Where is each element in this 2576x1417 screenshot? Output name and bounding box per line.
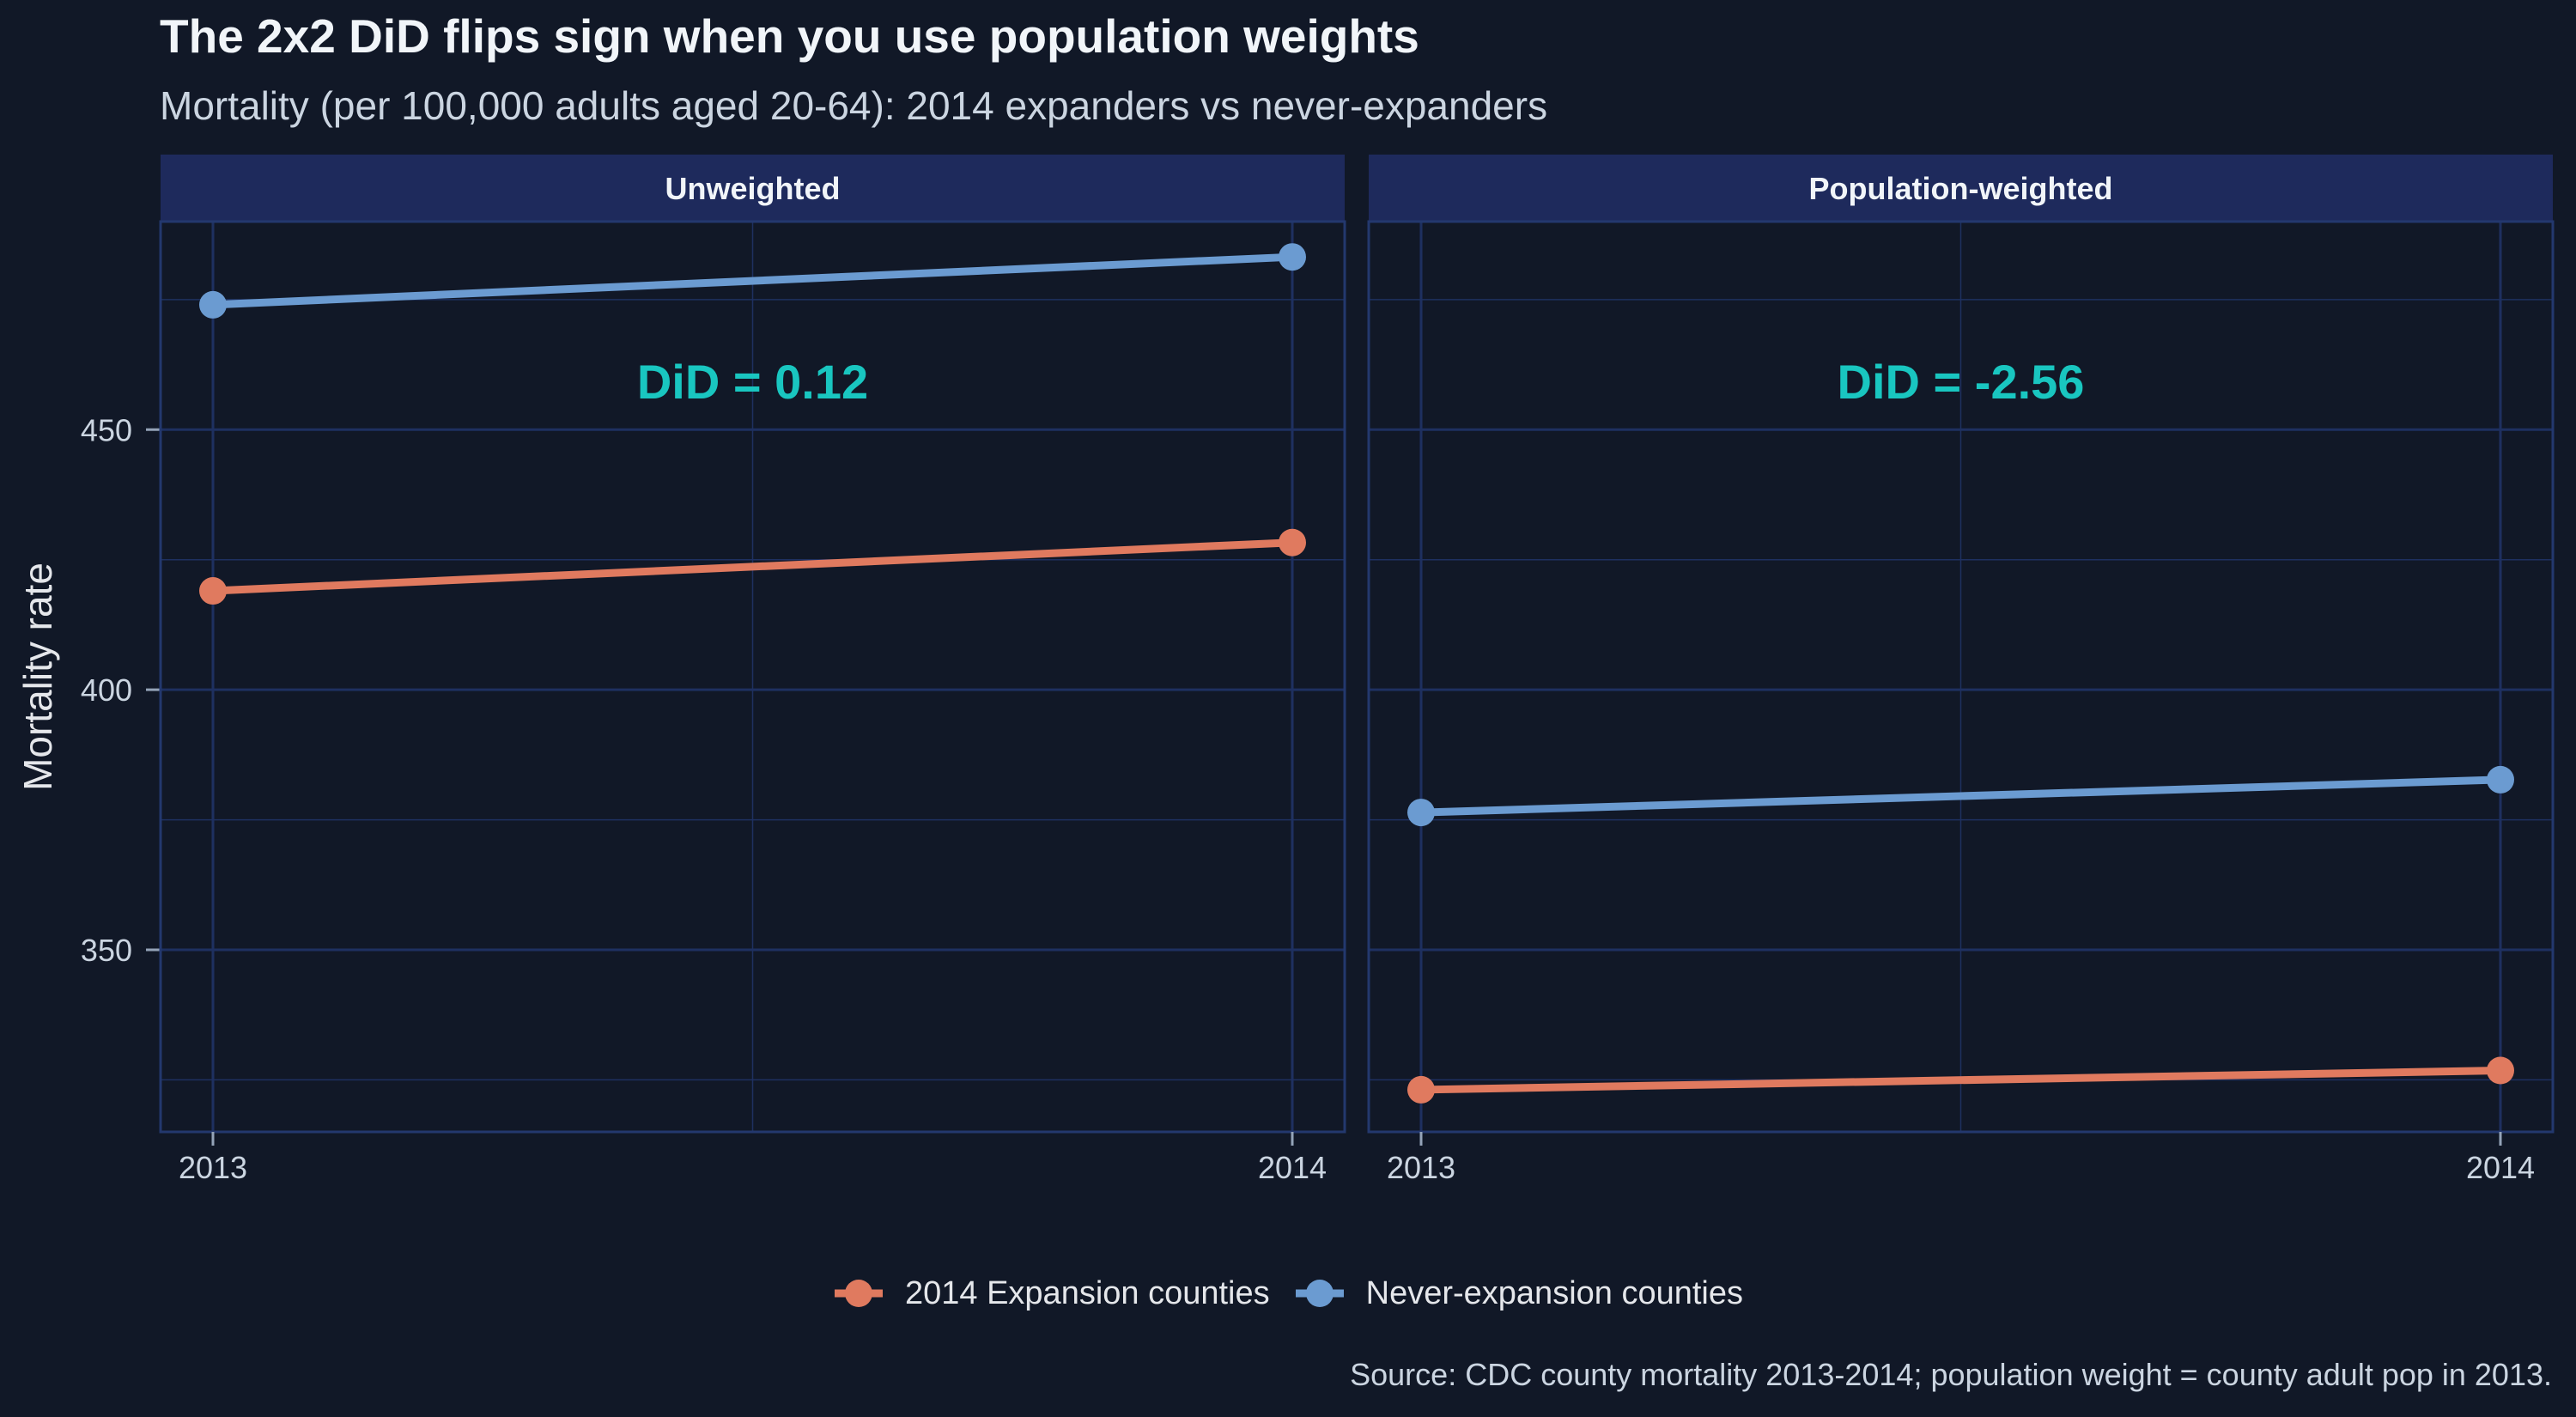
series-line xyxy=(1420,775,2501,817)
data-point xyxy=(199,577,227,605)
x-tick-label: 2013 xyxy=(179,1150,247,1185)
did-annotation: DiD = 0.12 xyxy=(637,355,868,409)
chart-title: The 2x2 DiD flips sign when you use popu… xyxy=(160,9,1419,63)
legend-key-never-expansion-icon xyxy=(1295,1280,1344,1307)
data-point xyxy=(199,290,227,319)
facet-strip xyxy=(1369,155,2553,222)
x-tick-label: 2014 xyxy=(1258,1150,1327,1185)
data-point xyxy=(1407,1075,1435,1104)
panel-border xyxy=(159,220,1346,1134)
did-annotation: DiD = -2.56 xyxy=(1838,355,2085,409)
legend-key-expansion-icon xyxy=(834,1280,883,1307)
data-point xyxy=(1279,528,1306,556)
data-point xyxy=(2487,765,2514,794)
panel-border xyxy=(1367,220,2555,1134)
series-line xyxy=(212,252,1293,309)
y-tick-label: 450 xyxy=(81,412,132,447)
facet-strip-label: Unweighted xyxy=(665,171,841,206)
legend-label-never-expansion: Never-expansion counties xyxy=(1365,1274,1743,1311)
legend-label-expansion: 2014 Expansion counties xyxy=(904,1274,1270,1311)
x-tick-label: 2014 xyxy=(2466,1150,2535,1185)
facet-strip-label: Population-weighted xyxy=(1809,171,2113,206)
data-point xyxy=(1407,799,1435,827)
y-tick-label: 350 xyxy=(81,933,132,968)
chart-caption: Source: CDC county mortality 2013-2014; … xyxy=(1350,1357,2552,1392)
y-tick-label: 400 xyxy=(81,672,132,708)
data-point xyxy=(1279,243,1306,271)
series-line xyxy=(1420,1067,2501,1094)
chart-legend: 2014 Expansion counties Never-expansion … xyxy=(0,1268,2576,1319)
x-tick-label: 2013 xyxy=(1387,1150,1455,1185)
y-axis-title: Mortality rate xyxy=(15,563,60,791)
data-point xyxy=(2487,1056,2514,1085)
chart-subtitle: Mortality (per 100,000 adults aged 20-64… xyxy=(160,83,1548,128)
legend-key-point xyxy=(844,1280,872,1307)
legend-item-expansion: 2014 Expansion counties xyxy=(833,1268,1270,1319)
legend-item-never-expansion: Never-expansion counties xyxy=(1294,1268,1743,1319)
series-line xyxy=(212,538,1293,595)
facet-strip xyxy=(161,155,1345,222)
legend-key-point xyxy=(1305,1280,1334,1307)
